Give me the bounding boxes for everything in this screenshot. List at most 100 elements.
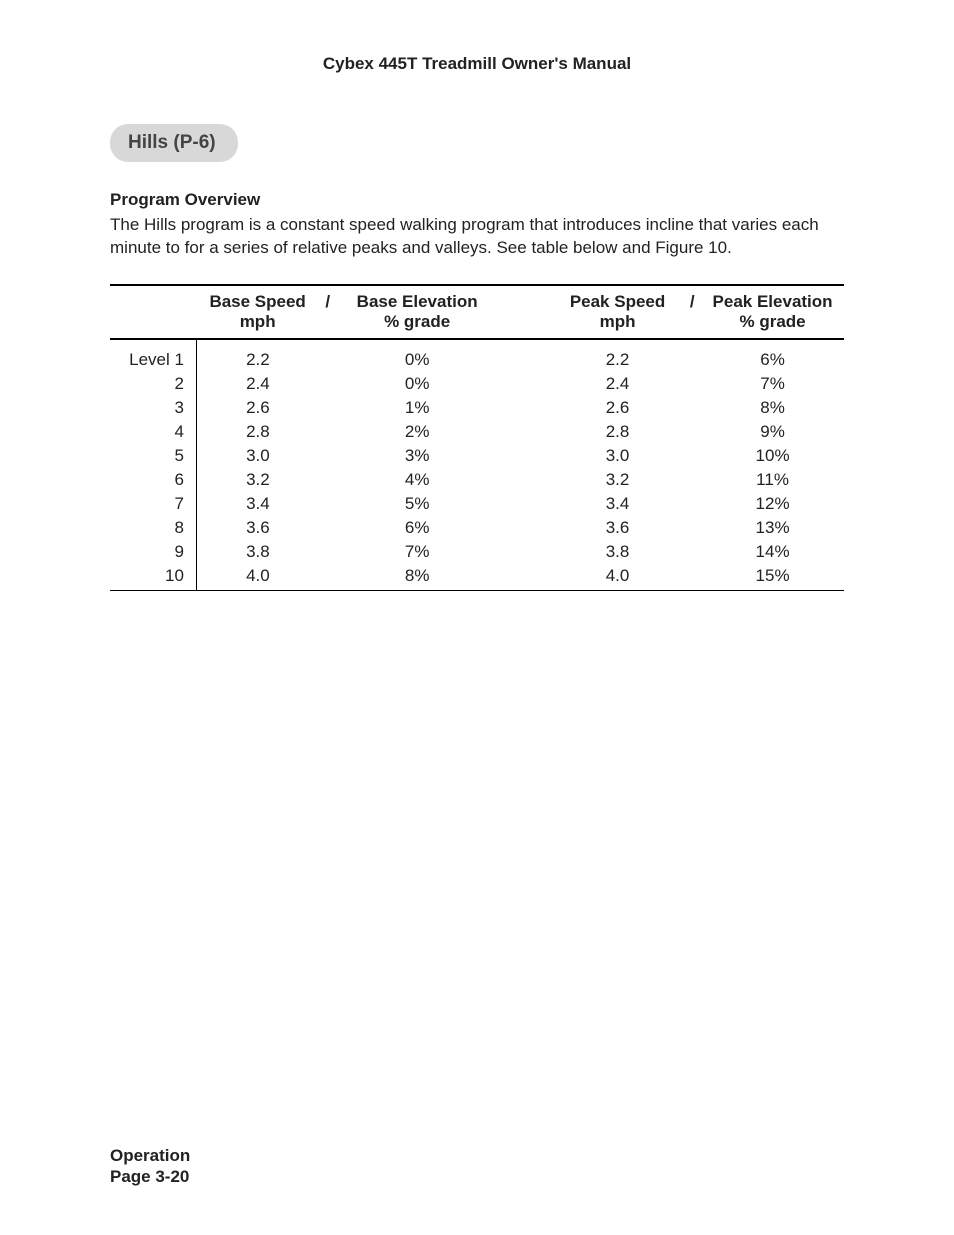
cell-level: Level 1 [110,339,196,372]
cell-base-elevation: 4% [337,468,498,492]
cell-base-speed: 2.4 [196,372,318,396]
cell-base-speed: 3.8 [196,540,318,564]
footer-line-2: Page 3-20 [110,1166,190,1187]
table-row: 73.45%3.412% [110,492,844,516]
cell-gap [498,516,552,540]
col-header-slash-2-sub [683,312,701,339]
section-heading: Program Overview [110,190,844,210]
cell-peak-elevation: 10% [701,444,844,468]
cell-peak-speed: 3.8 [552,540,683,564]
cell-base-speed: 3.0 [196,444,318,468]
cell-peak-speed: 3.2 [552,468,683,492]
cell-peak-speed: 2.6 [552,396,683,420]
cell-peak-elevation: 12% [701,492,844,516]
cell-spacer [683,420,701,444]
cell-base-speed: 4.0 [196,564,318,591]
cell-level: 9 [110,540,196,564]
cell-gap [498,339,552,372]
cell-gap [498,372,552,396]
cell-spacer [319,339,337,372]
table-row: Level 12.20%2.26% [110,339,844,372]
cell-peak-speed: 4.0 [552,564,683,591]
cell-gap [498,564,552,591]
col-header-slash-1: / [319,285,337,312]
cell-spacer [683,372,701,396]
table-row: 104.08%4.015% [110,564,844,591]
cell-level: 7 [110,492,196,516]
cell-base-speed: 3.6 [196,516,318,540]
cell-spacer [683,468,701,492]
cell-spacer [683,564,701,591]
col-header-base-elev-top: Base Elevation [337,285,498,312]
table-row: 53.03%3.010% [110,444,844,468]
cell-spacer [319,468,337,492]
document-title: Cybex 445T Treadmill Owner's Manual [110,54,844,74]
cell-spacer [319,372,337,396]
page-footer: Operation Page 3-20 [110,1145,190,1188]
col-header-level-top [110,285,196,312]
cell-level: 3 [110,396,196,420]
cell-peak-elevation: 6% [701,339,844,372]
cell-spacer [319,516,337,540]
cell-base-elevation: 3% [337,444,498,468]
cell-level: 4 [110,420,196,444]
cell-base-elevation: 5% [337,492,498,516]
slash-text: / [684,292,701,311]
cell-spacer [683,516,701,540]
cell-peak-elevation: 7% [701,372,844,396]
cell-spacer [319,420,337,444]
cell-spacer [319,492,337,516]
cell-base-elevation: 7% [337,540,498,564]
cell-gap [498,444,552,468]
cell-spacer [683,492,701,516]
cell-base-speed: 2.8 [196,420,318,444]
cell-base-speed: 3.2 [196,468,318,492]
table-row: 63.24%3.211% [110,468,844,492]
slash-text: / [319,292,336,311]
cell-spacer [319,564,337,591]
cell-base-speed: 2.2 [196,339,318,372]
col-header-slash-1-sub [319,312,337,339]
cell-peak-elevation: 8% [701,396,844,420]
cell-peak-elevation: 9% [701,420,844,444]
col-header-peak-elev-sub: % grade [701,312,844,339]
section-body: The Hills program is a constant speed wa… [110,214,844,260]
table-row: 32.61%2.68% [110,396,844,420]
col-header-peak-elev-top: Peak Elevation [701,285,844,312]
cell-spacer [319,540,337,564]
cell-gap [498,540,552,564]
col-header-base-speed-sub: mph [196,312,318,339]
cell-spacer [319,396,337,420]
peak-elevation-label: Peak Elevation [713,292,833,311]
cell-gap [498,396,552,420]
peak-speed-label: Peak Speed [570,292,665,311]
cell-peak-elevation: 11% [701,468,844,492]
base-elevation-label: Base Elevation [357,292,478,311]
cell-spacer [319,444,337,468]
col-header-base-elev-sub: % grade [337,312,498,339]
cell-peak-elevation: 13% [701,516,844,540]
cell-level: 6 [110,468,196,492]
cell-peak-elevation: 15% [701,564,844,591]
cell-base-elevation: 0% [337,372,498,396]
table-row: 22.40%2.47% [110,372,844,396]
cell-peak-elevation: 14% [701,540,844,564]
cell-spacer [683,444,701,468]
table-row: 83.66%3.613% [110,516,844,540]
cell-spacer [683,339,701,372]
cell-base-elevation: 1% [337,396,498,420]
col-header-gap [498,285,552,312]
cell-base-elevation: 6% [337,516,498,540]
cell-base-speed: 3.4 [196,492,318,516]
cell-level: 2 [110,372,196,396]
base-speed-label: Base Speed [209,292,305,311]
cell-gap [498,420,552,444]
col-header-peak-speed-sub: mph [552,312,683,339]
col-header-level-sub [110,312,196,339]
col-header-gap-sub [498,312,552,339]
cell-peak-speed: 2.8 [552,420,683,444]
cell-gap [498,468,552,492]
cell-peak-speed: 2.2 [552,339,683,372]
cell-peak-speed: 3.4 [552,492,683,516]
cell-gap [498,492,552,516]
